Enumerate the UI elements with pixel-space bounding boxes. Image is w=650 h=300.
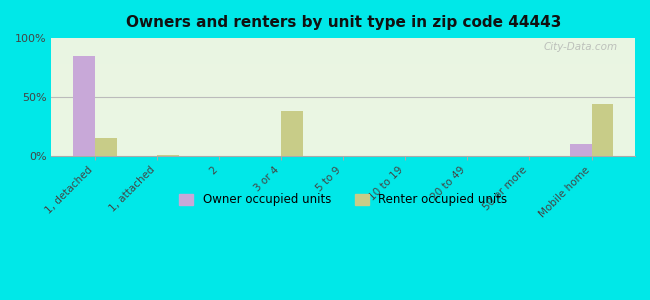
Bar — [157, 154, 179, 156]
Bar — [281, 111, 303, 156]
Legend: Owner occupied units, Renter occupied units: Owner occupied units, Renter occupied un… — [174, 189, 512, 211]
Bar — [73, 56, 95, 156]
Bar — [570, 144, 592, 156]
Bar — [95, 138, 116, 156]
Title: Owners and renters by unit type in zip code 44443: Owners and renters by unit type in zip c… — [125, 15, 561, 30]
Bar — [592, 104, 613, 156]
Text: City-Data.com: City-Data.com — [543, 42, 618, 52]
